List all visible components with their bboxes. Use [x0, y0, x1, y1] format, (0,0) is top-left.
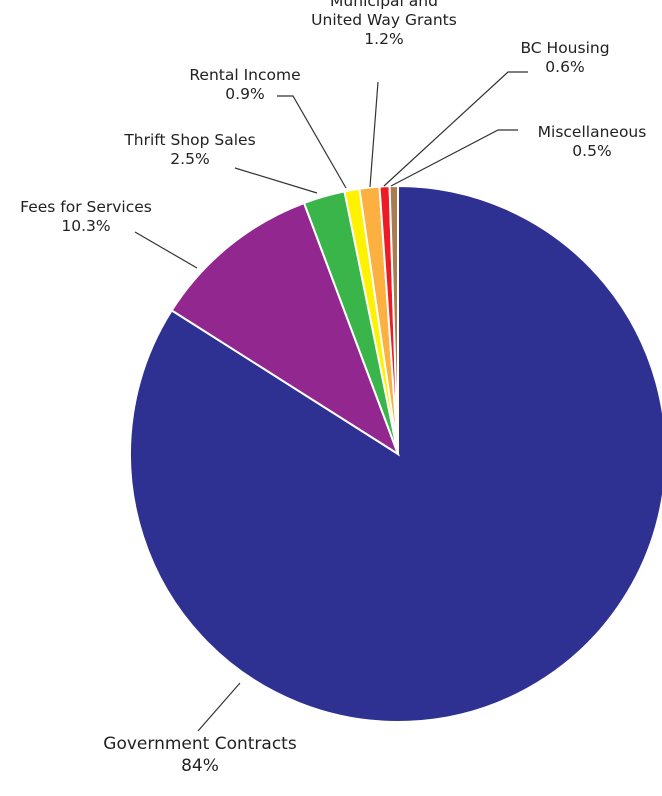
- pie-slice-miscellaneous: [388, 184, 399, 455]
- slice-value-government-contracts: 84%: [181, 756, 219, 776]
- slice-value-thrift-shop-sales: 2.5%: [170, 150, 209, 168]
- slice-value-miscellaneous: 0.5%: [572, 142, 611, 160]
- slice-label-fees-for-services: Fees for Services: [20, 198, 152, 216]
- leader-line-thrift-shop-sales: [234, 167, 318, 194]
- slice-label-rental-income: Rental Income: [189, 66, 300, 84]
- slice-value-rental-income: 0.9%: [225, 85, 264, 103]
- slice-value-bc-housing: 0.6%: [545, 58, 584, 76]
- slice-label-municipal-and-united-way-grants-line-2: United Way Grants: [311, 11, 457, 29]
- leader-line-municipal-and-united-way-grants: [369, 81, 379, 188]
- slice-value-municipal-and-united-way-grants: 1.2%: [364, 30, 403, 48]
- leader-line-miscellaneous: [390, 129, 518, 187]
- pie-slices: [129, 184, 662, 723]
- slice-label-municipal-and-united-way-grants-line-1: Municipal and: [330, 0, 438, 10]
- leader-lines: [134, 71, 528, 732]
- leader-line-fees-for-services: [134, 231, 198, 269]
- pie-slice-government-contracts: [129, 184, 662, 723]
- pie-slice-fees-for-services: [170, 201, 400, 457]
- slice-label-thrift-shop-sales: Thrift Shop Sales: [123, 131, 255, 149]
- slice-value-fees-for-services: 10.3%: [61, 217, 110, 235]
- slice-label-miscellaneous: Miscellaneous: [538, 123, 647, 141]
- leader-line-government-contracts: [197, 682, 241, 732]
- slice-label-government-contracts: Government Contracts: [103, 734, 297, 754]
- leader-line-rental-income: [277, 95, 347, 189]
- slice-label-bc-housing: BC Housing: [520, 39, 609, 57]
- leader-line-bc-housing: [383, 71, 528, 187]
